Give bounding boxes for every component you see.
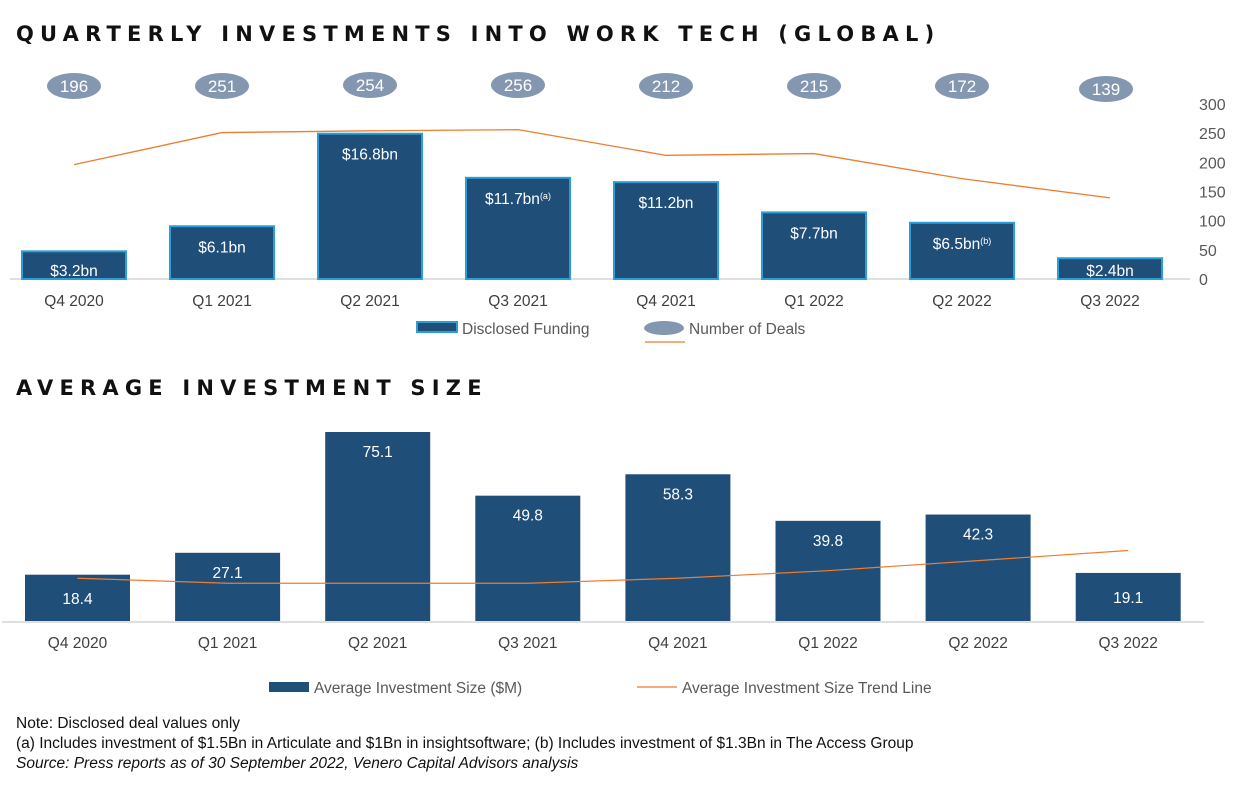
avg-size-label: 18.4 (62, 591, 93, 608)
funding-label: $7.7bn (790, 225, 837, 242)
chart1-svg: $3.2bn Q4 2020 $6.1bn Q1 2021 $16.8bn Q2 2021… (10, 72, 1226, 343)
source-text: Source: Press reports as of 30 September… (16, 755, 579, 772)
footnote-text: (a) Includes investment of $1.5Bn in Art… (16, 735, 914, 752)
funding-label: $6.1bn (198, 239, 245, 256)
deal-count-bubble (491, 72, 545, 98)
funding-label-superscript: (a) (540, 191, 551, 201)
avg-size-label: 58.3 (663, 486, 693, 503)
avg-size-bar (925, 514, 1031, 621)
legend-deals-bubble (644, 321, 684, 335)
legend-funding-label: Disclosed Funding (462, 321, 590, 338)
deal-count-bubble (195, 73, 249, 99)
avg-size-label: 42.3 (963, 527, 993, 544)
x-tick-label: Q4 2020 (48, 635, 108, 652)
y-right-tick-label: 250 (1199, 126, 1226, 143)
deal-count-bubble (935, 73, 989, 99)
deal-count-label: 196 (60, 77, 88, 96)
funding-label: $2.4bn (1086, 263, 1133, 280)
note-text: Note: Disclosed deal values only (16, 715, 241, 732)
funding-bar (21, 250, 127, 280)
avg-size-label: 39.8 (813, 533, 843, 550)
funding-label: $11.7bn(a) (485, 191, 551, 208)
x-tick-label: Q2 2021 (348, 635, 407, 652)
avg-size-bar (625, 474, 731, 621)
deal-count-bubble (47, 73, 101, 99)
x-tick-label: Q1 2022 (798, 635, 857, 652)
funding-bar (613, 181, 719, 280)
deal-count-label: 256 (504, 76, 532, 95)
funding-bar (317, 132, 423, 280)
y-right-tick-label: 200 (1199, 155, 1226, 172)
avg-size-bar (1075, 572, 1181, 621)
funding-bar (465, 176, 571, 280)
legend-avg-size-label: Average Investment Size ($M) (314, 680, 522, 697)
chart1-title: QUARTERLY INVESTMENTS INTO WORK TECH (GL… (16, 22, 941, 46)
x-tick-label: Q4 2021 (648, 635, 707, 652)
legend-avg-size-swatch (269, 682, 309, 692)
x-tick-label: Q3 2022 (1080, 293, 1139, 310)
deal-count-bubble (639, 73, 693, 99)
deal-count-bubble (787, 73, 841, 99)
deal-count-label: 251 (208, 77, 236, 96)
avg-size-bar (325, 432, 431, 621)
deal-count-bubble (343, 72, 397, 98)
legend-trend-label: Average Investment Size Trend Line (682, 680, 932, 697)
funding-label: $3.2bn (50, 263, 97, 280)
avg-size-label: 75.1 (363, 444, 393, 461)
x-tick-label: Q4 2021 (636, 293, 695, 310)
deal-count-bubble (1079, 76, 1133, 102)
x-tick-label: Q1 2022 (784, 293, 843, 310)
funding-label: $16.8bn (342, 147, 398, 164)
avg-size-label: 19.1 (1113, 590, 1143, 607)
x-tick-label: Q2 2022 (932, 293, 991, 310)
trend-line (77, 549, 1129, 584)
funding-bar (761, 211, 867, 280)
y-right-tick-label: 50 (1199, 243, 1217, 260)
avg-size-bar (475, 495, 581, 621)
deal-count-label: 139 (1092, 80, 1120, 99)
avg-size-bar (175, 552, 281, 621)
funding-label: $11.2bn (639, 195, 694, 212)
deals-line (73, 129, 1111, 199)
x-tick-label: Q3 2021 (498, 635, 557, 652)
funding-bar (169, 225, 275, 281)
chart2-title: AVERAGE INVESTMENT SIZE (16, 376, 488, 400)
deal-count-label: 212 (652, 77, 680, 96)
y-right-tick-label: 300 (1199, 97, 1226, 114)
deal-count-label: 215 (800, 77, 828, 96)
x-tick-label: Q2 2022 (948, 635, 1007, 652)
notes: Note: Disclosed deal values only (a) Inc… (16, 714, 914, 774)
funding-label-superscript: (b) (980, 236, 991, 246)
y-right-tick-label: 0 (1199, 272, 1208, 289)
deal-count-label: 172 (948, 77, 976, 96)
avg-size-bar (25, 574, 130, 621)
x-tick-label: Q4 2020 (44, 293, 104, 310)
avg-size-label: 27.1 (213, 565, 243, 582)
y-right-tick-label: 100 (1199, 214, 1226, 231)
funding-bar (909, 221, 1015, 280)
y-right-tick-label: 150 (1199, 185, 1226, 202)
x-tick-label: Q3 2022 (1098, 635, 1157, 652)
avg-size-label: 49.8 (513, 508, 543, 525)
funding-label: $6.5bn(b) (933, 236, 991, 253)
legend-funding-swatch (416, 321, 458, 333)
deal-count-label: 254 (356, 76, 384, 95)
x-tick-label: Q1 2021 (192, 293, 251, 310)
x-tick-label: Q2 2021 (340, 293, 399, 310)
funding-bar (1057, 257, 1163, 281)
x-tick-label: Q1 2021 (198, 635, 257, 652)
x-tick-label: Q3 2021 (488, 293, 547, 310)
legend-deals-label: Number of Deals (689, 321, 806, 338)
